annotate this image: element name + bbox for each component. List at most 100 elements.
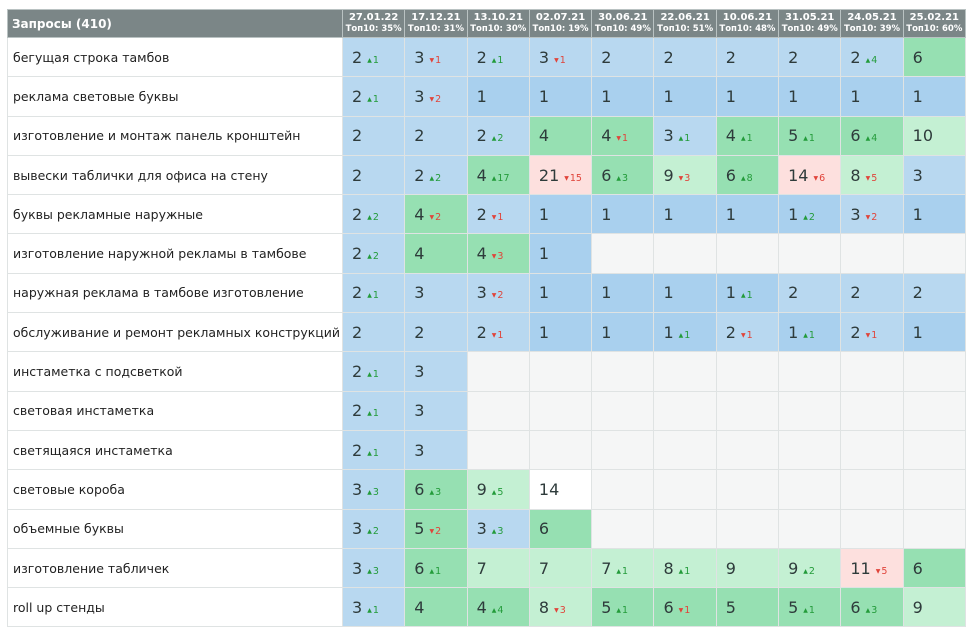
change-value: 2 xyxy=(435,211,442,223)
query-cell[interactable]: буквы рекламные наружные xyxy=(7,194,343,235)
position-cell: 2 ▼1 xyxy=(715,312,780,353)
position-value: 1 xyxy=(601,86,612,106)
position-cell: 4 xyxy=(528,115,593,156)
position-change-down: ▼2 xyxy=(429,526,441,537)
table-row: обслуживание и ремонт рекламных конструк… xyxy=(7,312,966,353)
query-cell[interactable]: обслуживание и ремонт рекламных конструк… xyxy=(7,312,343,353)
position-change-up: ▲2 xyxy=(803,212,815,223)
table-row: светящаяся инстаметка 2 ▲1 3 xyxy=(7,429,966,471)
query-cell[interactable]: изготовление наружной рекламы в тамбове xyxy=(7,233,343,274)
position-value: 1 xyxy=(850,86,861,106)
position-cell: 1 xyxy=(902,76,966,117)
position-value: 6 xyxy=(601,165,612,185)
empty-position-cell xyxy=(778,390,842,431)
date-column-header[interactable]: 30.06.21 Топ10: 49% xyxy=(591,9,655,38)
position-change-down: ▼6 xyxy=(813,173,825,184)
query-cell[interactable]: световая инстаметка xyxy=(7,390,343,431)
position-change-down: ▼1 xyxy=(866,330,878,341)
triangle-down-icon: ▼ xyxy=(564,174,569,182)
date-column-header[interactable]: 27.01.22 Топ10: 35% xyxy=(341,9,406,38)
change-value: 4 xyxy=(497,604,504,616)
position-cell: 6 ▲3 xyxy=(591,154,655,196)
date-column-header[interactable]: 17.12.21 Топ10: 31% xyxy=(404,9,468,38)
query-cell[interactable]: инстаметка с подсветкой xyxy=(7,351,343,392)
position-value: 6 xyxy=(912,558,923,578)
position-value: 1 xyxy=(663,204,674,224)
empty-position-cell xyxy=(653,233,717,274)
position-cell: 2 xyxy=(341,154,406,196)
position-cell: 1 ▲1 xyxy=(778,312,842,353)
position-cell: 6 ▼1 xyxy=(653,587,717,628)
empty-position-cell xyxy=(902,351,966,392)
position-value: 2 xyxy=(725,322,736,342)
position-cell: 2 xyxy=(715,36,780,78)
empty-position-cell xyxy=(902,508,966,549)
position-cell: 1 xyxy=(653,194,717,235)
column-date: 17.12.21 xyxy=(411,12,461,23)
query-cell[interactable]: изготовление и монтаж панель кронштейн xyxy=(7,115,343,156)
triangle-up-icon: ▲ xyxy=(803,213,808,221)
position-cell: 2 ▲1 xyxy=(341,272,406,314)
position-cell: 2 xyxy=(404,312,468,353)
change-value: 1 xyxy=(684,565,691,577)
empty-position-cell xyxy=(902,469,966,510)
position-value: 3 xyxy=(352,479,363,499)
change-value: 2 xyxy=(808,565,815,577)
position-change-up: ▲2 xyxy=(367,526,379,537)
empty-position-cell xyxy=(778,508,842,549)
date-column-header[interactable]: 25.02.21 Топ10: 60% xyxy=(902,9,966,38)
date-column-header[interactable]: 24.05.21 Топ10: 39% xyxy=(840,9,904,38)
date-column-header[interactable]: 02.07.21 Топ10: 19% xyxy=(528,9,593,38)
position-cell: 3 ▼2 xyxy=(840,194,904,235)
date-column-header[interactable]: 31.05.21 Топ10: 49% xyxy=(778,9,842,38)
query-cell[interactable]: вывески таблички для офиса на стену xyxy=(7,154,343,196)
queries-column-header[interactable]: Запросы (410) xyxy=(7,9,343,38)
position-value: 1 xyxy=(725,86,736,106)
table-row: реклама световые буквы 2 ▲1 3 ▼2 1 1 1 1 1 1 1 1 xyxy=(7,76,966,117)
change-value: 4 xyxy=(871,54,878,66)
change-value: 1 xyxy=(372,93,379,105)
query-cell[interactable]: светящаяся инстаметка xyxy=(7,429,343,471)
position-cell: 2 ▲2 xyxy=(466,115,530,156)
query-cell[interactable]: бегущая строка тамбов xyxy=(7,36,343,78)
triangle-down-icon: ▼ xyxy=(865,174,871,182)
position-cell: 1 xyxy=(528,233,593,274)
date-column-header[interactable]: 22.06.21 Топ10: 51% xyxy=(653,9,717,38)
position-value: 2 xyxy=(476,126,487,146)
query-cell[interactable]: roll up стенды xyxy=(7,587,343,628)
position-value: 1 xyxy=(538,244,550,264)
triangle-down-icon: ▼ xyxy=(554,56,559,64)
empty-position-cell xyxy=(591,508,655,549)
position-cell: 2 ▲4 xyxy=(840,36,904,78)
triangle-down-icon: ▼ xyxy=(491,253,497,261)
position-change-up: ▲4 xyxy=(492,605,504,616)
query-cell[interactable]: световые короба xyxy=(7,469,343,510)
position-change-down: ▼1 xyxy=(492,330,504,341)
position-value: 2 xyxy=(912,283,923,303)
change-value: 2 xyxy=(435,526,442,538)
query-cell[interactable]: наружная реклама в тамбове изготовление xyxy=(7,272,343,314)
query-cell[interactable]: реклама световые буквы xyxy=(7,76,343,117)
position-cell: 2 xyxy=(902,272,966,314)
position-value: 3 xyxy=(414,47,425,67)
position-cell: 3 ▼2 xyxy=(466,272,530,314)
date-column-header[interactable]: 13.10.21 Топ10: 30% xyxy=(466,9,530,38)
query-cell[interactable]: объемные буквы xyxy=(7,508,343,549)
change-value: 1 xyxy=(559,54,566,66)
triangle-up-icon: ▲ xyxy=(491,56,497,64)
position-cell: 2 ▲2 xyxy=(341,233,406,274)
position-value: 9 xyxy=(725,558,736,578)
position-cell: 1 xyxy=(528,76,593,117)
position-change-up: ▲3 xyxy=(367,566,379,577)
date-column-header[interactable]: 10.06.21 Топ10: 48% xyxy=(715,9,780,38)
position-cell: 8 ▲1 xyxy=(653,547,717,589)
change-value: 3 xyxy=(372,565,379,577)
triangle-up-icon: ▲ xyxy=(491,488,497,496)
position-cell: 3 xyxy=(404,390,468,431)
triangle-down-icon: ▼ xyxy=(865,213,871,221)
triangle-up-icon: ▲ xyxy=(678,331,684,339)
query-cell[interactable]: изготовление табличек xyxy=(7,547,343,589)
position-value: 7 xyxy=(601,558,612,578)
position-value: 14 xyxy=(788,165,809,185)
position-cell: 4 ▲1 xyxy=(715,115,780,156)
